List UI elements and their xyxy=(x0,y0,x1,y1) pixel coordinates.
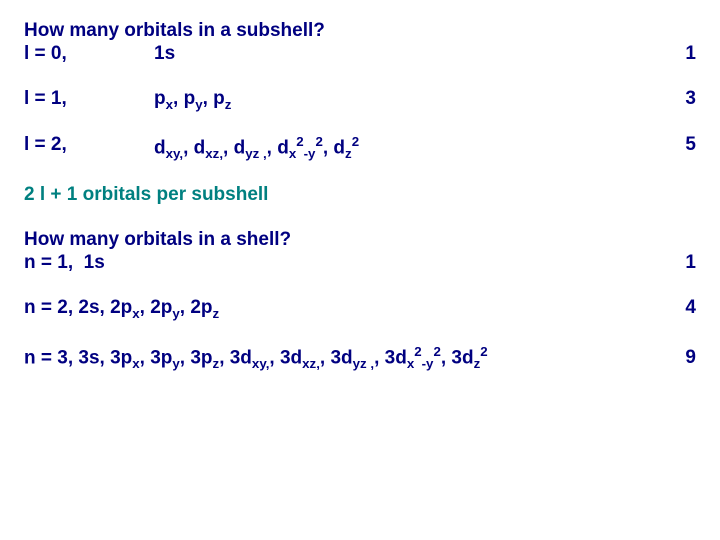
shell-row: n = 3, 3s, 3px, 3py, 3pz, 3dxy,, 3dxz,, … xyxy=(24,344,696,372)
shell-orbitals: n = 3, 3s, 3px, 3py, 3pz, 3dxy,, 3dxz,, … xyxy=(24,344,656,372)
subshell-orbitals: 1s xyxy=(154,43,656,66)
subshell-orbitals: px, py, pz xyxy=(154,88,656,113)
subshell-heading: How many orbitals in a subshell? xyxy=(24,20,696,43)
shell-count: 9 xyxy=(656,347,696,370)
formula-text: 2 l + 1 orbitals per subshell xyxy=(24,184,696,207)
shell-count: 1 xyxy=(656,252,696,275)
subshell-count: 3 xyxy=(656,88,696,113)
subshell-label: l = 0, xyxy=(24,43,154,66)
subshell-row: l = 2, dxy,, dxz,, dyz ,, dx2-y2, dz2 5 xyxy=(24,134,696,162)
subshell-count: 5 xyxy=(656,134,696,162)
subshell-count: 1 xyxy=(656,43,696,66)
subshell-label: l = 1, xyxy=(24,88,154,113)
shell-orbitals: n = 2, 2s, 2px, 2py, 2pz xyxy=(24,297,656,322)
subshell-label: l = 2, xyxy=(24,134,154,162)
subshell-orbitals: dxy,, dxz,, dyz ,, dx2-y2, dz2 xyxy=(154,134,656,162)
shell-orbitals: n = 1, 1s xyxy=(24,252,656,275)
shell-row: n = 1, 1s 1 xyxy=(24,252,696,275)
shell-heading: How many orbitals in a shell? xyxy=(24,229,696,252)
shell-count: 4 xyxy=(656,297,696,320)
shell-row: n = 2, 2s, 2px, 2py, 2pz 4 xyxy=(24,297,696,322)
subshell-row: l = 0, 1s 1 xyxy=(24,43,696,66)
subshell-row: l = 1, px, py, pz 3 xyxy=(24,88,696,113)
